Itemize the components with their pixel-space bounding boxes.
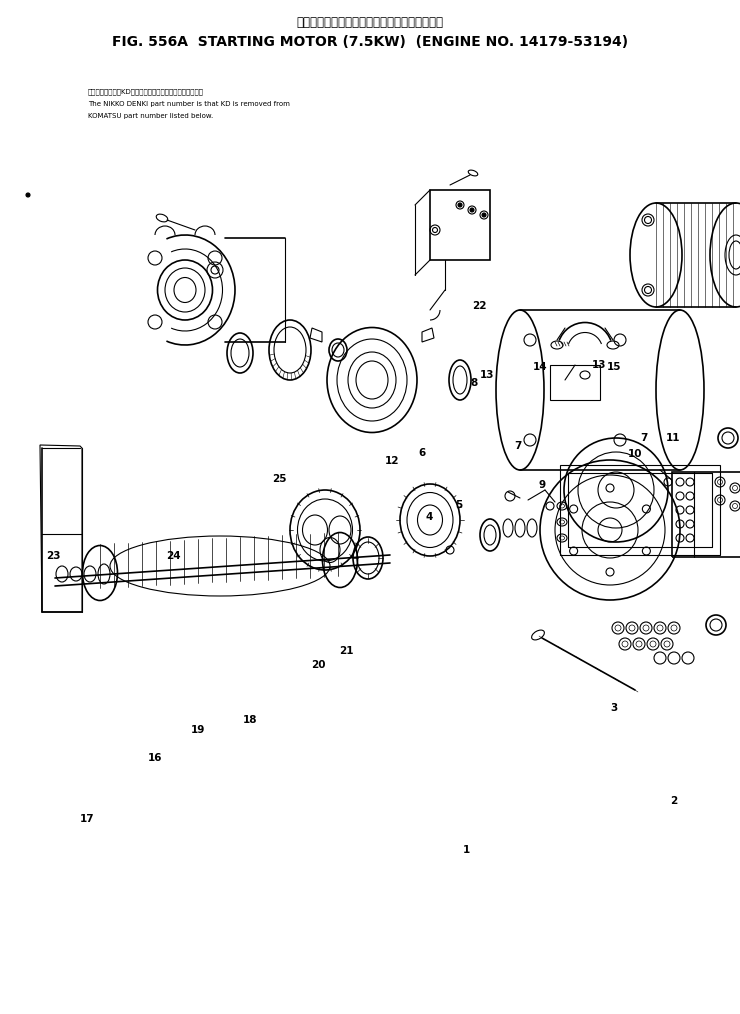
Text: 21: 21: [339, 646, 354, 656]
Bar: [672, 472, 740, 557]
Text: KOMATSU part number listed below.: KOMATSU part number listed below.: [88, 113, 213, 119]
Text: 7: 7: [514, 441, 522, 451]
Text: 25: 25: [272, 474, 287, 484]
Circle shape: [26, 193, 30, 197]
Text: 1: 1: [462, 845, 470, 855]
Text: 7: 7: [640, 433, 648, 443]
Text: 14: 14: [533, 362, 548, 372]
Text: 22: 22: [472, 301, 487, 311]
Text: FIG. 556A  STARTING MOTOR (7.5KW)  (ENGINE NO. 14179-53194): FIG. 556A STARTING MOTOR (7.5KW) (ENGINE…: [112, 35, 628, 49]
Text: 13: 13: [592, 360, 607, 370]
Bar: [550, 365, 600, 400]
Text: 10: 10: [628, 449, 642, 459]
Text: The NIKKO DENKI part number is that KD is removed from: The NIKKO DENKI part number is that KD i…: [88, 101, 290, 107]
Text: 19: 19: [191, 725, 206, 735]
Circle shape: [470, 208, 474, 212]
Text: 品番のメーカ記号KDを除いたものが日光電機の品番です。: 品番のメーカ記号KDを除いたものが日光電機の品番です。: [88, 88, 204, 95]
Circle shape: [482, 213, 486, 217]
Text: 13: 13: [480, 370, 494, 380]
Text: 8: 8: [470, 378, 477, 388]
Text: 16: 16: [148, 753, 163, 764]
Text: 4: 4: [425, 512, 433, 522]
Text: 12: 12: [385, 456, 400, 466]
Text: 17: 17: [80, 814, 95, 824]
Text: 23: 23: [46, 551, 61, 561]
Text: 15: 15: [607, 362, 622, 372]
Text: 2: 2: [670, 796, 677, 806]
Text: 18: 18: [243, 715, 258, 725]
Text: スターティング　モータ　　　　　　適用号機: スターティング モータ 適用号機: [297, 15, 443, 28]
Text: 6: 6: [418, 448, 426, 458]
Text: 9: 9: [538, 480, 545, 490]
Circle shape: [458, 203, 462, 207]
Text: 24: 24: [166, 551, 181, 561]
Text: 11: 11: [666, 433, 681, 443]
Text: 3: 3: [610, 703, 618, 713]
Text: 5: 5: [455, 500, 462, 510]
Text: 20: 20: [311, 660, 326, 670]
